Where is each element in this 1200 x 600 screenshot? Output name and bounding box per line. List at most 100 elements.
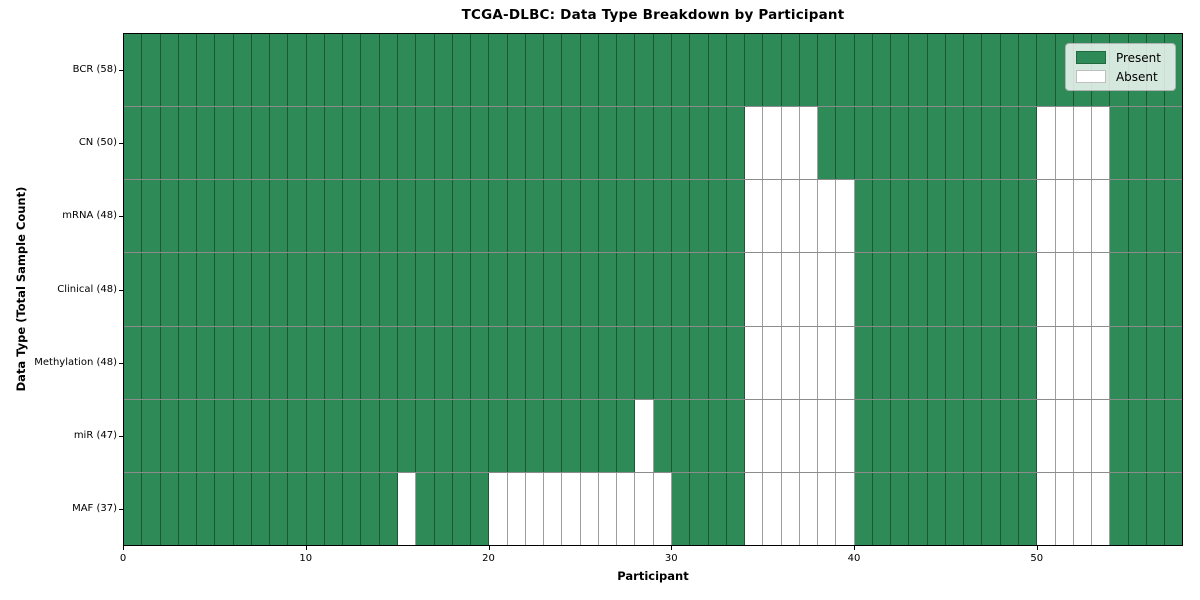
heatmap-cell bbox=[251, 180, 271, 253]
heatmap-cell bbox=[324, 180, 344, 253]
heatmap-cell bbox=[927, 34, 946, 107]
heatmap-cell bbox=[306, 472, 325, 545]
heatmap-cell bbox=[635, 399, 654, 472]
heatmap-cell bbox=[178, 253, 198, 326]
heatmap-cell bbox=[233, 472, 252, 545]
heatmap-cell bbox=[507, 107, 526, 180]
heatmap-cell bbox=[872, 399, 892, 472]
heatmap-cell bbox=[471, 253, 490, 326]
legend-swatch-present bbox=[1075, 51, 1106, 64]
heatmap-cell bbox=[142, 34, 161, 107]
heatmap-cell bbox=[872, 253, 892, 326]
heatmap-cell bbox=[288, 399, 307, 472]
heatmap-cell bbox=[452, 34, 472, 107]
x-tick-mark bbox=[854, 546, 856, 550]
heatmap-cell bbox=[288, 472, 307, 545]
heatmap-cell bbox=[982, 399, 1001, 472]
legend-label: Present bbox=[1115, 50, 1161, 65]
heatmap-cell bbox=[818, 326, 837, 399]
heatmap-cell bbox=[1146, 107, 1166, 180]
heatmap-cell bbox=[361, 107, 380, 180]
heatmap-cell bbox=[945, 180, 965, 253]
x-tick-label: 20 bbox=[482, 553, 495, 564]
legend: Present Absent bbox=[1064, 43, 1176, 91]
heatmap-cell bbox=[671, 253, 691, 326]
heatmap-cell bbox=[343, 326, 362, 399]
heatmap-cell bbox=[927, 399, 946, 472]
heatmap-cell bbox=[124, 472, 143, 545]
heatmap-cell bbox=[288, 180, 307, 253]
heatmap-cell bbox=[945, 34, 965, 107]
y-tick-mark bbox=[119, 142, 123, 144]
heatmap-cell bbox=[1055, 107, 1074, 180]
x-tick-label: 40 bbox=[847, 553, 861, 564]
heatmap-cell bbox=[434, 34, 453, 107]
heatmap-cell bbox=[1092, 253, 1111, 326]
heatmap-cell bbox=[690, 180, 709, 253]
heatmap-cell bbox=[160, 180, 179, 253]
heatmap-cell bbox=[270, 253, 289, 326]
heatmap-cell bbox=[891, 107, 910, 180]
heatmap-cell bbox=[233, 399, 252, 472]
heatmap-cell bbox=[1092, 472, 1111, 545]
heatmap-cell bbox=[708, 253, 727, 326]
heatmap-cell bbox=[781, 253, 800, 326]
heatmap-cell bbox=[397, 326, 417, 399]
heatmap-cell bbox=[763, 34, 782, 107]
heatmap-cell bbox=[1110, 107, 1129, 180]
heatmap-cell bbox=[562, 34, 581, 107]
heatmap-cell bbox=[507, 472, 526, 545]
heatmap-cell bbox=[708, 472, 727, 545]
heatmap-cell bbox=[1146, 253, 1166, 326]
heatmap-cell bbox=[1055, 326, 1074, 399]
heatmap-cell bbox=[708, 107, 727, 180]
heatmap-cell bbox=[507, 326, 526, 399]
heatmap-cell bbox=[1165, 253, 1183, 326]
heatmap-cell bbox=[251, 253, 271, 326]
heatmap-cell bbox=[909, 253, 928, 326]
heatmap-cell bbox=[1055, 472, 1074, 545]
heatmap-cell bbox=[507, 180, 526, 253]
heatmap-cell bbox=[525, 34, 545, 107]
heatmap-cell bbox=[361, 326, 380, 399]
heatmap-cell bbox=[945, 399, 965, 472]
heatmap-cell bbox=[160, 326, 179, 399]
heatmap-cell bbox=[1128, 472, 1147, 545]
heatmap-cell bbox=[671, 326, 691, 399]
heatmap-cell bbox=[562, 253, 581, 326]
heatmap-cell bbox=[507, 399, 526, 472]
heatmap-cell bbox=[909, 399, 928, 472]
heatmap-cell bbox=[1055, 180, 1074, 253]
heatmap-cell bbox=[251, 34, 271, 107]
heatmap-cell bbox=[580, 399, 599, 472]
heatmap-cell bbox=[379, 34, 398, 107]
heatmap-cell bbox=[544, 253, 563, 326]
y-tick-label: Clinical (48) bbox=[57, 283, 117, 295]
heatmap-cell bbox=[836, 180, 855, 253]
heatmap-cell bbox=[1019, 107, 1038, 180]
heatmap-cell bbox=[379, 253, 398, 326]
heatmap-cell bbox=[945, 107, 965, 180]
heatmap-cell bbox=[945, 253, 965, 326]
heatmap-cell bbox=[1110, 326, 1129, 399]
y-tick-mark bbox=[119, 69, 123, 71]
heatmap-cell bbox=[306, 253, 325, 326]
heatmap-cell bbox=[1019, 34, 1038, 107]
heatmap-cell bbox=[964, 180, 983, 253]
heatmap-cell bbox=[690, 107, 709, 180]
heatmap-cell bbox=[1165, 326, 1183, 399]
heatmap-cell bbox=[818, 253, 837, 326]
legend-label: Absent bbox=[1115, 69, 1158, 84]
heatmap-cell bbox=[635, 326, 654, 399]
heatmap-cell bbox=[982, 34, 1001, 107]
heatmap-cell bbox=[836, 326, 855, 399]
heatmap-cell bbox=[1037, 180, 1056, 253]
heatmap-cell bbox=[215, 326, 234, 399]
heatmap-cell bbox=[525, 253, 545, 326]
heatmap-cell bbox=[489, 472, 508, 545]
x-tick-label: 50 bbox=[1030, 553, 1044, 564]
heatmap-cell bbox=[1073, 107, 1093, 180]
heatmap-cell bbox=[215, 107, 234, 180]
legend-item-present: Present bbox=[1075, 50, 1165, 65]
heatmap-cell bbox=[964, 107, 983, 180]
